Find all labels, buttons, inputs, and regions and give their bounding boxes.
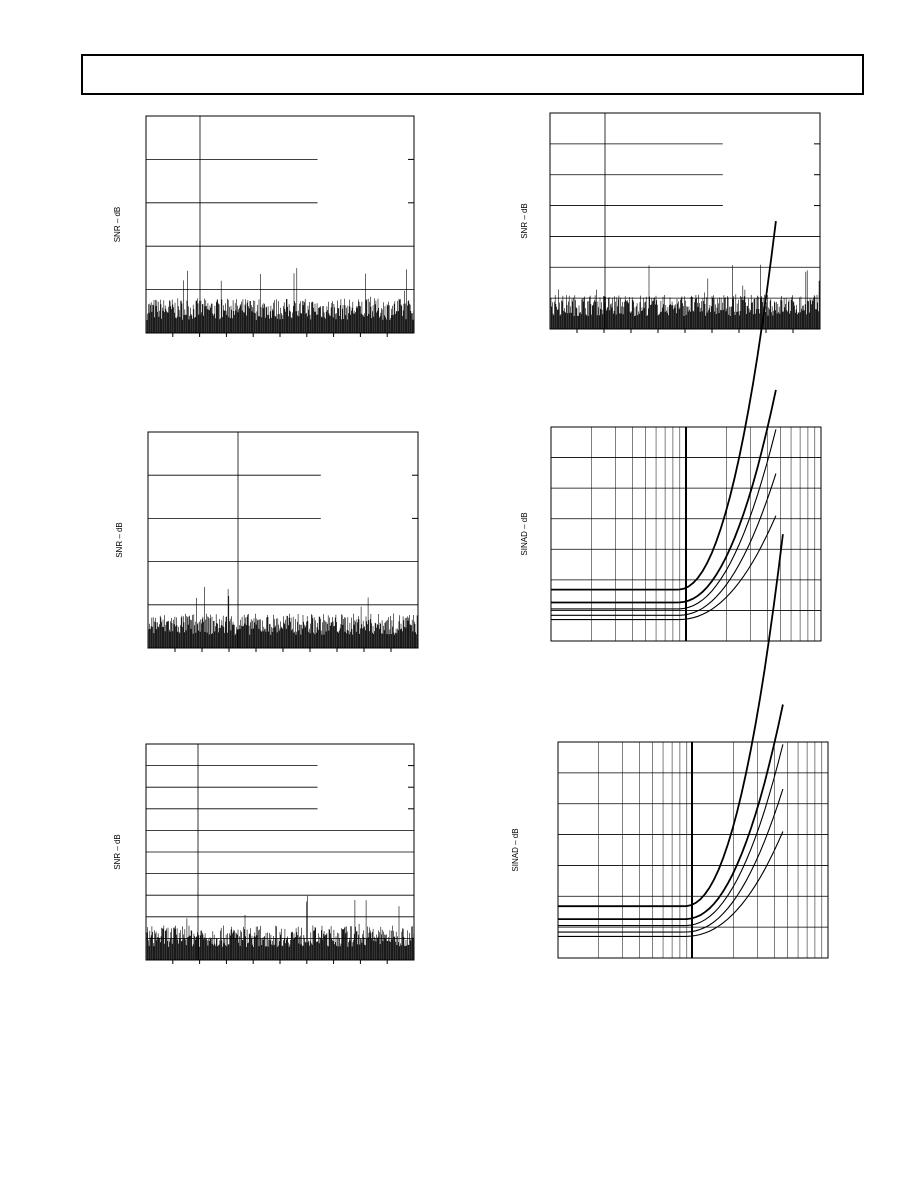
- curve: [558, 831, 784, 937]
- plot-frame: [147, 431, 419, 649]
- y-axis-label: SINAD – dB: [520, 512, 529, 555]
- y-axis-label: SNR – dB: [115, 522, 124, 558]
- curve: [551, 220, 777, 591]
- header-box: [81, 54, 864, 95]
- curve: [551, 389, 777, 604]
- noise: [146, 268, 414, 333]
- noise: [148, 586, 419, 648]
- curve: [558, 744, 784, 927]
- y-axis-label: SNR – dB: [520, 203, 529, 239]
- noise: [550, 264, 821, 329]
- y-axis-label: SINAD – dB: [511, 828, 520, 871]
- curve: [558, 534, 784, 908]
- curve: [551, 515, 777, 621]
- y-axis-label: SNR – dB: [113, 207, 122, 243]
- noise: [146, 895, 414, 960]
- y-axis-label: SNR – dB: [113, 834, 122, 870]
- plot-frame: [145, 115, 415, 334]
- curve: [551, 429, 777, 610]
- curve: [551, 473, 777, 616]
- curve: [558, 788, 784, 933]
- curve: [558, 704, 784, 920]
